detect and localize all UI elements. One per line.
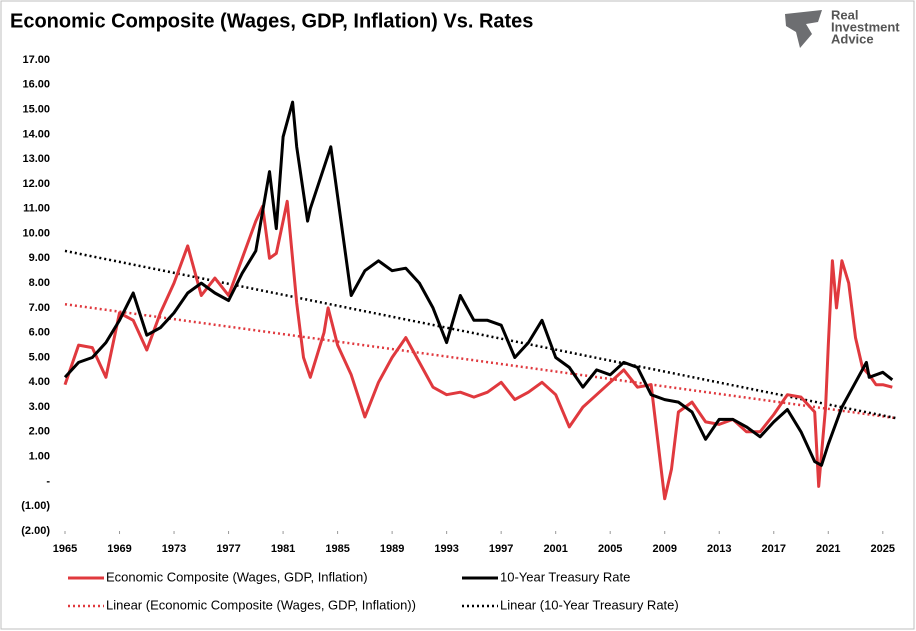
legend-label: Linear (Economic Composite (Wages, GDP, …: [106, 597, 416, 612]
x-tick-label: 1993: [434, 543, 458, 555]
x-tick-label: 1985: [325, 543, 349, 555]
x-tick-label: 1977: [216, 543, 240, 555]
y-tick-label: (1.00): [21, 500, 50, 512]
legend-label: 10-Year Treasury Rate: [500, 569, 630, 584]
x-tick-label: 2013: [707, 543, 731, 555]
y-tick-label: 13.00: [22, 153, 50, 165]
y-tick-label: 16.00: [22, 79, 50, 91]
x-tick-label: 2001: [543, 543, 567, 555]
y-tick-label: 15.00: [22, 103, 50, 115]
y-tick-label: 10.00: [22, 227, 50, 239]
x-tick-label: 1997: [489, 543, 513, 555]
logo: Real Investment Advice: [785, 7, 900, 48]
x-tick-label: 1969: [107, 543, 131, 555]
x-tick-label: 2021: [816, 543, 840, 555]
x-tick-label: 2005: [598, 543, 622, 555]
logo-text: Advice: [831, 31, 874, 46]
y-tick-label: 8.00: [29, 277, 50, 289]
logo-icon: [785, 10, 822, 48]
y-tick-label: 5.00: [29, 351, 50, 363]
x-tick-label: 2025: [871, 543, 895, 555]
x-tick-label: 2017: [762, 543, 786, 555]
x-tick-label: 1981: [271, 543, 295, 555]
y-tick-label: 17.00: [22, 54, 50, 66]
trend-line: [64, 249, 897, 420]
logo-text: Real: [831, 7, 858, 22]
y-tick-label: 11.00: [23, 203, 50, 215]
x-tick-label: 1973: [162, 543, 186, 555]
x-tick-label: 1965: [53, 543, 77, 555]
y-tick-label: 12.00: [22, 178, 50, 190]
legend-label: Linear (10-Year Treasury Rate): [500, 597, 679, 612]
y-tick-label: (2.00): [21, 525, 50, 537]
y-tick-label: 9.00: [29, 252, 50, 264]
y-tick-label: 4.00: [29, 376, 50, 388]
y-tick-label: 14.00: [22, 128, 50, 140]
y-tick-label: 7.00: [29, 302, 50, 314]
legend-label: Economic Composite (Wages, GDP, Inflatio…: [106, 569, 368, 584]
y-tick-label: -: [46, 475, 50, 487]
y-tick-label: 6.00: [29, 327, 50, 339]
y-tick-label: 2.00: [29, 426, 50, 438]
series-line: [63, 100, 894, 467]
y-tick-label: 3.00: [29, 401, 50, 413]
x-tick-label: 1989: [380, 543, 404, 555]
x-tick-label: 2009: [652, 543, 676, 555]
logo-text: Investment: [831, 19, 900, 34]
y-tick-label: 1.00: [29, 451, 50, 463]
chart-title: Economic Composite (Wages, GDP, Inflatio…: [10, 10, 533, 32]
